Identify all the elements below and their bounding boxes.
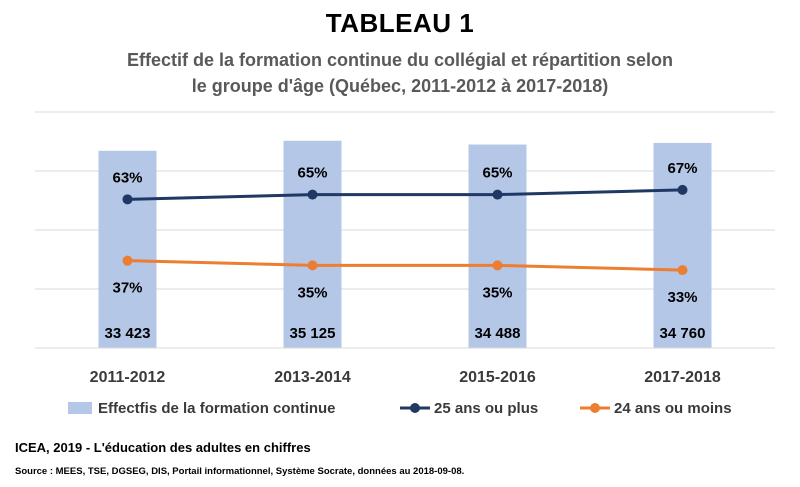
- bar-label-2017-2018: 34 760: [660, 325, 706, 342]
- bar-label-2011-2012: 33 423: [105, 325, 151, 342]
- legend-marker-24-minus: [590, 403, 600, 413]
- subtitle-line-2: le groupe d'âge (Québec, 2011-2012 à 201…: [191, 76, 609, 96]
- point-24-minus-2011-2012: [122, 255, 133, 266]
- point-label-25-plus-2011-2012: 63%: [112, 169, 142, 186]
- point-label-24-minus-2015-2016: 35%: [482, 284, 512, 301]
- x-tick-2013-2014: 2013-2014: [274, 369, 351, 386]
- point-25-plus-2017-2018: [677, 184, 688, 195]
- bar-2013-2014: [283, 140, 342, 348]
- bar-2015-2016: [468, 144, 527, 348]
- bar-label-2013-2014: 35 125: [290, 325, 336, 342]
- point-label-24-minus-2013-2014: 35%: [297, 284, 327, 301]
- point-24-minus-2013-2014: [307, 260, 318, 271]
- publication-source: ICEA, 2019 - L'éducation des adultes en …: [15, 440, 311, 455]
- point-label-24-minus-2017-2018: 33%: [667, 289, 697, 306]
- series-line-25-plus: [127, 188, 683, 201]
- point-24-minus-2015-2016: [492, 260, 503, 271]
- legend-label-bar: Effectfis de la formation continue: [98, 400, 336, 417]
- chart-subtitle: Effectif de la formation continue du col…: [60, 47, 740, 99]
- point-25-plus-2013-2014: [307, 189, 318, 200]
- point-25-plus-2011-2012: [122, 194, 133, 205]
- point-24-minus-2017-2018: [677, 265, 688, 276]
- point-label-24-minus-2011-2012: 37%: [112, 280, 142, 297]
- x-tick-2011-2012: 2011-2012: [90, 369, 166, 386]
- legend-label-25-plus: 25 ans ou plus: [434, 400, 538, 417]
- legend-swatch-bar: [68, 402, 92, 414]
- point-label-25-plus-2013-2014: 65%: [297, 165, 327, 182]
- point-label-25-plus-2015-2016: 65%: [482, 165, 512, 182]
- chart-title: TABLEAU 1: [325, 8, 475, 38]
- bar-2011-2012: [98, 150, 157, 348]
- point-25-plus-2015-2016: [492, 189, 503, 200]
- data-source-note: Source : MEES, TSE, DGSEG, DIS, Portail …: [15, 466, 465, 477]
- x-tick-2017-2018: 2017-2018: [644, 369, 721, 386]
- legend-label-24-minus: 24 ans ou moins: [614, 400, 732, 417]
- legend-marker-25-plus: [410, 403, 420, 413]
- x-tick-2015-2016: 2015-2016: [459, 369, 536, 386]
- subtitle-line-1: Effectif de la formation continue du col…: [126, 50, 674, 70]
- bar-2017-2018: [653, 142, 712, 348]
- point-label-25-plus-2017-2018: 67%: [667, 160, 697, 177]
- bar-label-2015-2016: 34 488: [475, 325, 521, 342]
- series-line-24-minus: [127, 259, 683, 272]
